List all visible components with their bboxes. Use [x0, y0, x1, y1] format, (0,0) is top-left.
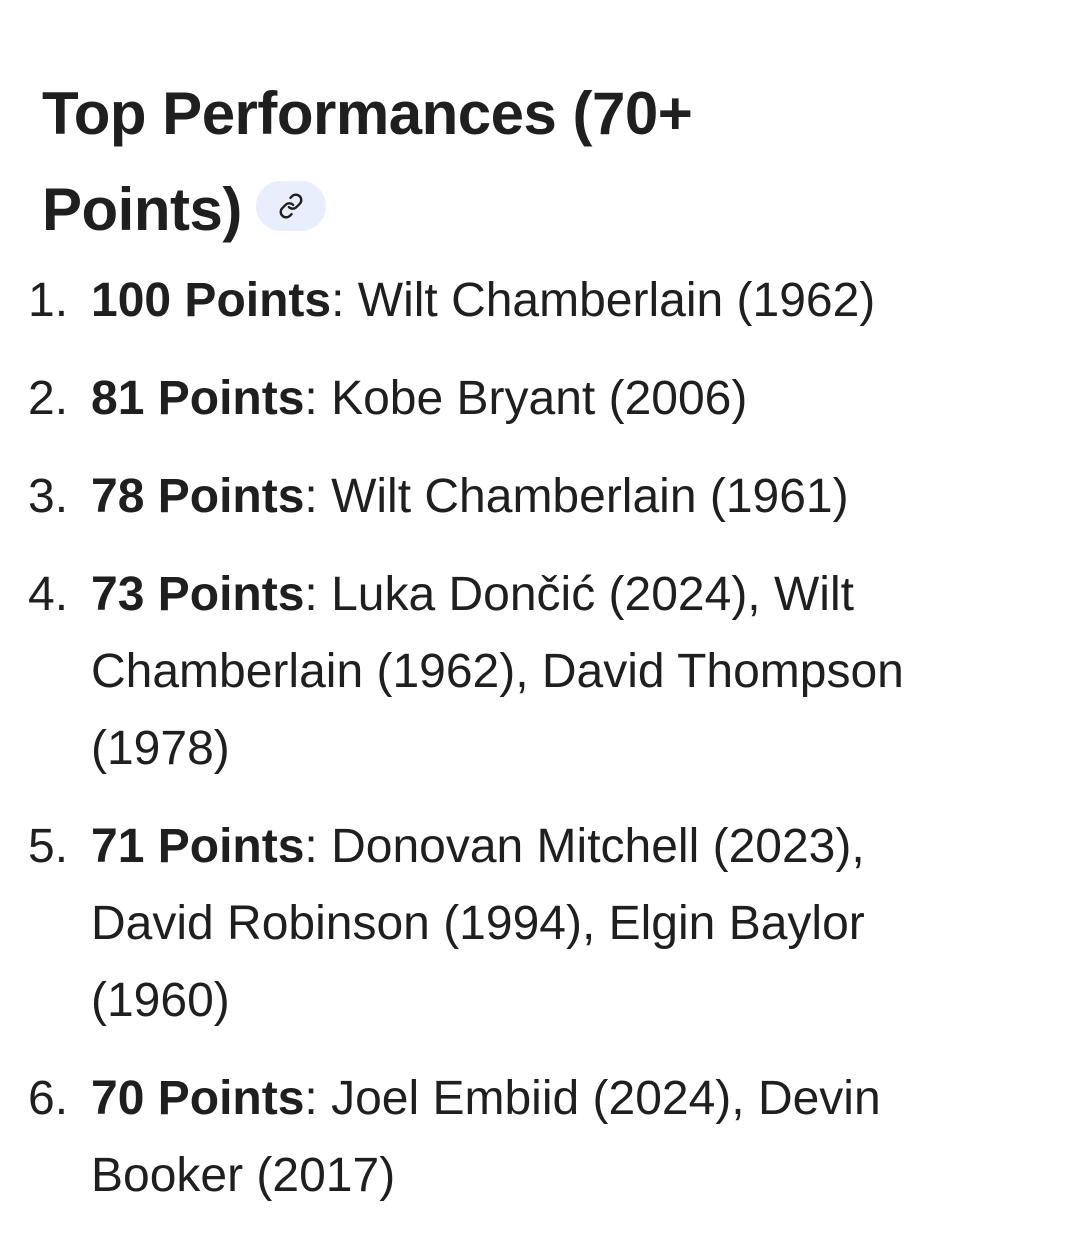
players-text: : Wilt Chamberlain (1961)	[304, 470, 849, 523]
list-item-number: 4.	[28, 568, 69, 621]
points-label: 100 Points	[91, 274, 332, 327]
points-label: 71 Points	[91, 820, 305, 873]
copy-link-button[interactable]	[255, 181, 326, 232]
list-item: 3. 78 Points: Wilt Chamberlain (1961)	[0, 458, 1080, 535]
list-item-number: 3.	[28, 470, 69, 523]
list-item: 6. 70 Points: Joel Embiid (2024), Devin B…	[0, 1060, 1080, 1214]
performances-list: 1. 100 Points: Wilt Chamberlain (1962) 2.…	[0, 262, 1080, 1235]
points-label: 81 Points	[91, 372, 305, 425]
list-item-number: 1.	[28, 274, 69, 327]
section-heading: Top Performances (70+ Points)	[42, 64, 802, 256]
link-icon	[279, 193, 303, 219]
list-item: 1. 100 Points: Wilt Chamberlain (1962)	[0, 262, 1080, 339]
list-item: 4. 73 Points: Luka Dončić (2024), Wilt Ch…	[0, 556, 1080, 787]
section-title: Top Performances (70+ Points)	[42, 80, 693, 244]
list-item-number: 6.	[28, 1072, 69, 1125]
players-text: : Kobe Bryant (2006)	[304, 372, 748, 425]
points-label: 78 Points	[91, 470, 305, 523]
players-text: : Joel Embiid (2024), Devin Booker (2017…	[91, 1072, 881, 1202]
list-item: 5. 71 Points: Donovan Mitchell (2023), Da…	[0, 808, 1080, 1039]
points-label: 70 Points	[91, 1072, 305, 1125]
players-text: : Luka Dončić (2024), Wilt Chamberlain (…	[91, 568, 904, 775]
players-text: : Wilt Chamberlain (1962)	[331, 274, 876, 327]
list-item-number: 2.	[28, 372, 69, 425]
points-label: 73 Points	[91, 568, 305, 621]
list-item: 2. 81 Points: Kobe Bryant (2006)	[0, 360, 1080, 437]
list-item-number: 5.	[28, 820, 69, 873]
players-text: : Donovan Mitchell (2023), David Robinso…	[91, 820, 865, 1027]
